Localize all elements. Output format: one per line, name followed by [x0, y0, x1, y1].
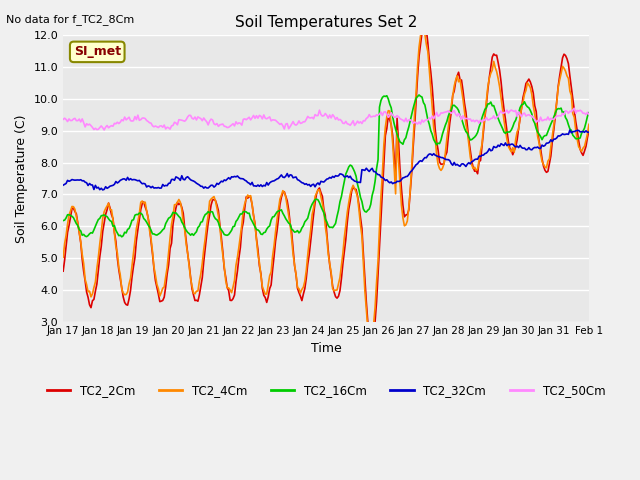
X-axis label: Time: Time: [310, 342, 341, 355]
Text: No data for f_TC2_8Cm: No data for f_TC2_8Cm: [6, 14, 134, 25]
Y-axis label: Soil Temperature (C): Soil Temperature (C): [15, 114, 28, 243]
Text: SI_met: SI_met: [74, 46, 121, 59]
Legend: TC2_2Cm, TC2_4Cm, TC2_16Cm, TC2_32Cm, TC2_50Cm: TC2_2Cm, TC2_4Cm, TC2_16Cm, TC2_32Cm, TC…: [42, 379, 610, 402]
Title: Soil Temperatures Set 2: Soil Temperatures Set 2: [235, 15, 417, 30]
